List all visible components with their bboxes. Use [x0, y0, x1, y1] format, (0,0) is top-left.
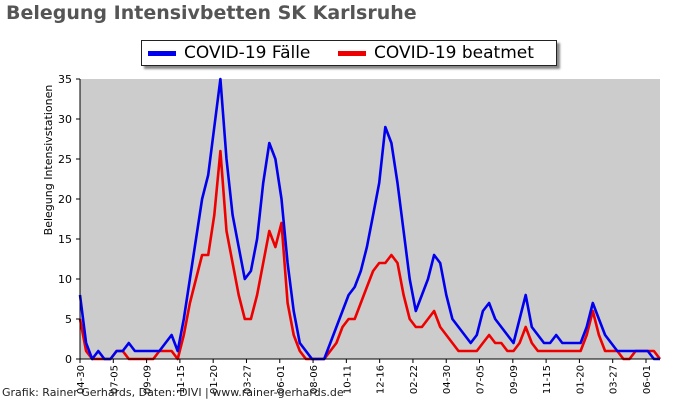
- x-tick-label: 04-30: [76, 365, 87, 394]
- x-tick-label: 07-05: [109, 365, 120, 394]
- data-credit: Grafik: Rainer Gerhards, Daten: DIVI | w…: [2, 386, 344, 399]
- x-tick-label: 10-11: [342, 365, 353, 394]
- x-tick-label: 08-06: [309, 365, 320, 394]
- x-tick-label: 06-01: [276, 365, 287, 394]
- x-tick-label: 09-09: [509, 365, 520, 394]
- x-tick-label: 11-15: [176, 365, 187, 394]
- y-axis: 0 5 10 15 20 25 30 35: [58, 73, 81, 366]
- x-tick-label: 11-15: [542, 365, 553, 394]
- x-axis: 04-30 07-05 09-09 11-15 01-20 03-27 06-01 08-06…: [76, 358, 660, 394]
- chart-title: Belegung Intensivbetten SK Karlsruhe: [6, 2, 417, 24]
- x-tick-label: 07-05: [476, 365, 487, 394]
- x-tick-label: 06-01: [642, 365, 653, 394]
- x-tick-label: 03-27: [609, 365, 620, 394]
- plot-area: [80, 79, 660, 359]
- legend-item-cases: COVID-19 Fälle: [148, 41, 310, 65]
- y-tick-label: 35: [58, 73, 72, 86]
- y-tick-label: 30: [58, 113, 72, 126]
- x-tick-label: 02-22: [409, 365, 420, 394]
- x-tick-label: 12-16: [376, 365, 387, 394]
- y-tick-label: 15: [58, 233, 72, 246]
- y-tick-label: 20: [58, 193, 72, 206]
- series-line-0: [78, 77, 660, 361]
- x-tick-label: 01-20: [575, 365, 586, 394]
- legend-swatch-cases: [148, 50, 176, 56]
- legend-label-cases: COVID-19 Fälle: [184, 43, 311, 63]
- legend-item-ventilated: COVID-19 beatmet: [338, 41, 534, 65]
- x-tick-label: 04-30: [442, 365, 453, 394]
- y-tick-label: 0: [65, 353, 72, 366]
- x-tick-label: 01-20: [209, 365, 220, 394]
- legend-swatch-ventilated: [338, 50, 366, 56]
- y-tick-label: 5: [65, 313, 72, 326]
- series-line-1: [78, 149, 662, 361]
- legend: COVID-19 Fälle COVID-19 beatmet: [141, 40, 557, 66]
- legend-label-ventilated: COVID-19 beatmet: [374, 43, 534, 63]
- y-tick-label: 10: [58, 273, 72, 286]
- x-tick-label: 09-09: [143, 365, 154, 394]
- series-layer: [78, 77, 662, 361]
- y-axis-label: Belegung Intensivstationen: [42, 85, 55, 236]
- y-tick-label: 25: [58, 153, 72, 166]
- x-tick-label: 03-27: [242, 365, 253, 394]
